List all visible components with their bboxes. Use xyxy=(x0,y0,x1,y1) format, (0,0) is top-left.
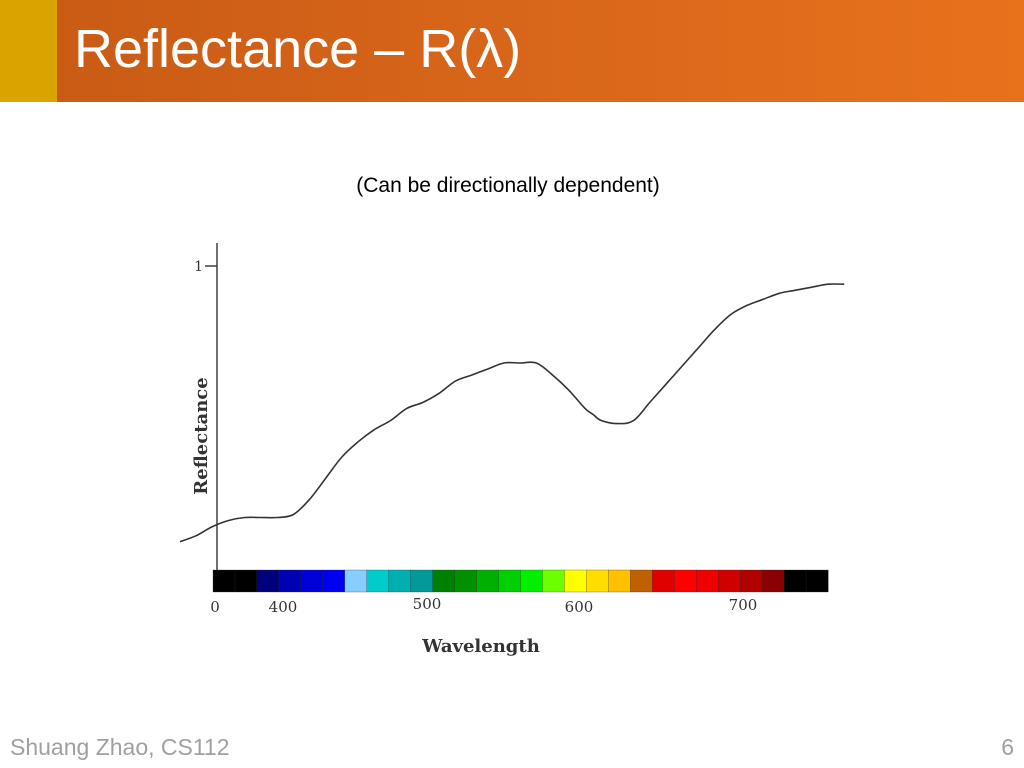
x-tick-label: 600 xyxy=(565,598,594,616)
page-number: 6 xyxy=(1001,734,1014,760)
spectrum-swatch xyxy=(761,569,785,593)
spectrum-swatch xyxy=(212,569,236,593)
footer-author: Shuang Zhao, CS112 xyxy=(10,734,230,760)
spectrum-bar xyxy=(212,569,829,593)
spectrum-swatch xyxy=(476,569,499,593)
spectrum-swatch xyxy=(630,569,653,593)
spectrum-swatch xyxy=(586,569,609,593)
y-tick-label: 1 xyxy=(194,259,203,275)
header-band xyxy=(0,0,1024,102)
spectrum-swatch xyxy=(805,569,829,593)
header-accent xyxy=(0,0,57,102)
spectrum-swatch xyxy=(410,569,434,593)
spectrum-swatch xyxy=(564,569,587,593)
spectrum-swatch xyxy=(498,569,521,593)
spectrum-swatch xyxy=(739,569,763,593)
chart-axes xyxy=(205,243,218,570)
spectrum-swatch xyxy=(454,569,478,593)
y-axis-label: Reflectance xyxy=(191,377,212,494)
chart-subtitle: (Can be directionally dependent) xyxy=(356,174,660,197)
spectrum-swatch xyxy=(256,569,280,593)
y-tick-labels: 1 xyxy=(194,259,203,275)
x-axis-label: Wavelength xyxy=(421,636,540,657)
x-tick-label: 400 xyxy=(269,598,298,616)
spectrum-swatch xyxy=(696,569,719,593)
reflectance-curve xyxy=(179,283,845,543)
spectrum-swatch xyxy=(608,569,631,593)
x-tick-label: 700 xyxy=(729,596,758,614)
x-tick-label: 500 xyxy=(413,595,442,613)
slide-title: Reflectance – R(λ) xyxy=(74,19,522,79)
spectrum-swatch xyxy=(344,569,368,593)
spectrum-swatch xyxy=(388,569,412,593)
spectrum-swatch xyxy=(674,569,697,593)
x-tick-label: 0 xyxy=(210,598,220,616)
spectrum-swatch xyxy=(366,569,390,593)
spectrum-swatch xyxy=(278,569,302,593)
spectrum-swatch xyxy=(718,569,741,593)
spectrum-swatch xyxy=(300,569,324,593)
x-tick-labels: 0 400 500 600 700 xyxy=(210,595,757,616)
spectrum-swatch xyxy=(783,569,807,593)
spectrum-swatch xyxy=(432,569,456,593)
spectrum-swatch xyxy=(234,569,258,593)
spectrum-swatch xyxy=(652,569,675,593)
spectrum-swatch xyxy=(520,569,543,593)
spectrum-swatch xyxy=(542,569,565,593)
spectrum-swatch xyxy=(322,569,346,593)
